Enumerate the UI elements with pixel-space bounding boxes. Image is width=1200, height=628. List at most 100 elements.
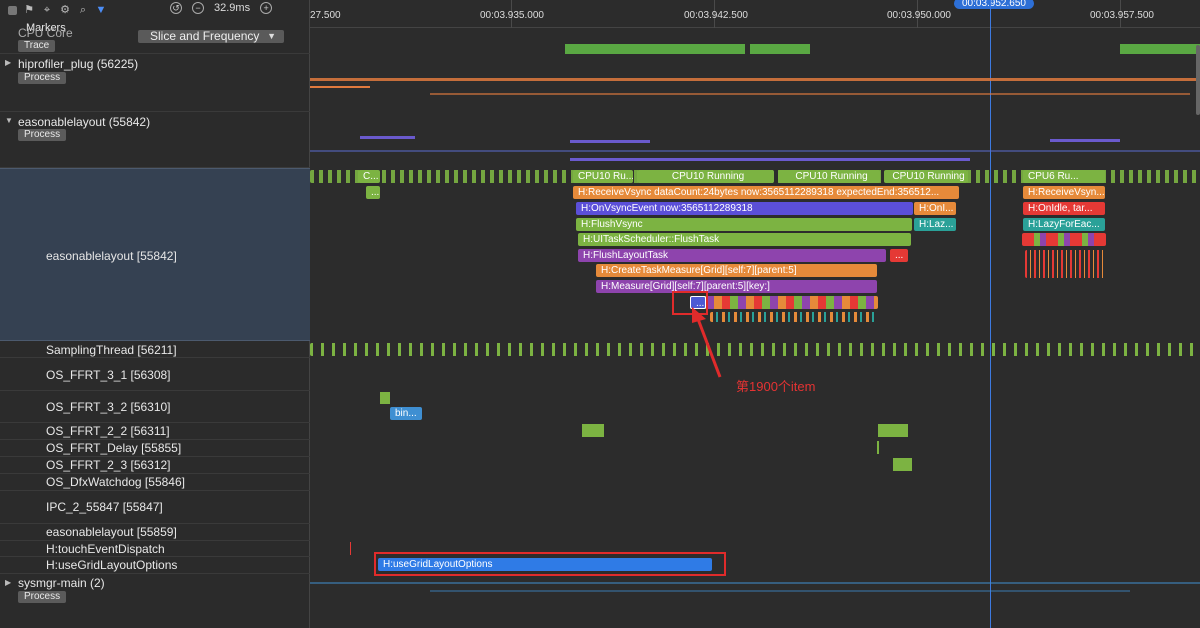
trace-tag: Trace xyxy=(18,40,56,52)
cursor-time-label[interactable]: 00:03.952.650 xyxy=(954,0,1034,9)
process-activity-bar[interactable] xyxy=(430,93,1190,95)
stop-square-icon[interactable] xyxy=(8,5,17,15)
cpu-slice[interactable] xyxy=(565,44,745,54)
item-child-slices[interactable] xyxy=(710,312,878,322)
process-name: sysmgr-main (2) xyxy=(18,576,105,590)
process-row-hiprofiler[interactable]: ▶ hiprofiler_plug (56225) Process xyxy=(0,54,310,112)
settings-icon[interactable]: ⚙ xyxy=(60,4,70,16)
collapse-arrow-icon[interactable]: ▼ xyxy=(5,116,13,125)
touch-event-slice[interactable] xyxy=(350,542,351,555)
ui-task-slice[interactable]: H:UITaskScheduler::FlushTask xyxy=(578,233,911,246)
zoom-control: ↺ − 32.9ms + xyxy=(170,2,273,14)
toolbar: ⚑ ⌖ ⚙ ⌕ ▼ xyxy=(0,0,310,20)
use-grid-layout-slice[interactable]: H:useGridLayoutOptions xyxy=(378,558,712,571)
thread-slice[interactable] xyxy=(893,458,912,471)
marker-icon[interactable]: ⌖ xyxy=(43,4,51,16)
cpu-running-slice[interactable]: CPU10 Running xyxy=(778,170,880,183)
filter-icon[interactable]: ▼ xyxy=(95,4,107,16)
thread-row[interactable]: SamplingThread [56211] xyxy=(0,341,310,358)
thread-row[interactable]: OS_FFRT_2_2 [56311] xyxy=(0,423,310,440)
thread-name: OS_DfxWatchdog [55846] xyxy=(46,475,185,489)
process-activity-bar[interactable] xyxy=(310,582,1200,584)
tick-label: 00:03.935.000 xyxy=(480,10,544,21)
process-row-sysmgr[interactable]: ▶ sysmgr-main (2) Process xyxy=(0,574,310,628)
flush-layout-slice[interactable]: H:FlushLayoutTask xyxy=(578,249,886,262)
bin-slice[interactable]: bin... xyxy=(390,407,422,420)
zoom-out-icon[interactable]: − xyxy=(192,2,204,14)
process-name: easonablelayout (55842) xyxy=(18,115,151,129)
zoom-reset-icon[interactable]: ↺ xyxy=(170,2,182,14)
process-activity-bar[interactable] xyxy=(310,78,1200,81)
search-icon[interactable]: ⌕ xyxy=(79,4,87,16)
lazy-slice[interactable]: H:Laz... xyxy=(914,218,956,231)
create-task-measure-slice[interactable]: H:CreateTaskMeasure[Grid][self:7][parent… xyxy=(596,264,877,277)
on-idle-slice[interactable]: H:OnIdle, tar... xyxy=(1023,202,1105,215)
cpu-running-slice[interactable]: CPU10 Ru... xyxy=(573,170,633,183)
slice[interactable]: ... xyxy=(890,249,908,262)
thread-list: SamplingThread [56211] OS_FFRT_3_1 [5630… xyxy=(0,341,310,628)
thread-row[interactable]: OS_FFRT_3_2 [56310] xyxy=(0,391,310,423)
cpu-core-label: CPU Core xyxy=(18,26,73,40)
on-idle-slice[interactable]: H:OnI... xyxy=(914,202,956,215)
expand-arrow-icon[interactable]: ▶ xyxy=(5,58,12,67)
thread-name: OS_FFRT_3_1 [56308] xyxy=(46,368,171,382)
timeline-panel[interactable]: 27.500 00:03.935.000 00:03.942.500 00:03… xyxy=(310,0,1200,628)
process-activity-bar[interactable] xyxy=(1050,139,1120,142)
zoom-value: 32.9ms xyxy=(214,2,251,14)
thread-row[interactable]: OS_DfxWatchdog [55846] xyxy=(0,474,310,491)
sampling-thread-slices[interactable] xyxy=(310,343,1200,356)
cpu-mode-dropdown[interactable]: Slice and Frequency ▼ xyxy=(138,30,284,43)
highlight-box-use-grid xyxy=(374,552,726,576)
thread-row[interactable]: OS_FFRT_2_3 [56312] xyxy=(0,457,310,474)
thread-row[interactable]: IPC_2_55847 [55847] xyxy=(0,491,310,524)
vertical-scrollbar[interactable] xyxy=(1196,45,1200,115)
expand-arrow-icon[interactable]: ▶ xyxy=(5,578,12,587)
cpu-core-row[interactable]: Markers CPU Core Trace xyxy=(0,20,310,54)
flag-icon[interactable]: ⚑ xyxy=(24,4,34,16)
slice[interactable]: ... xyxy=(366,186,380,199)
zoom-in-icon[interactable]: + xyxy=(260,2,273,14)
cpu-slice[interactable] xyxy=(750,44,810,54)
chevron-down-icon: ▼ xyxy=(267,31,276,41)
cpu-running-slice[interactable]: CPU6 Ru... xyxy=(1023,170,1105,183)
process-tag: Process xyxy=(18,129,67,141)
time-cursor-line[interactable] xyxy=(990,0,991,628)
process-activity-bar[interactable] xyxy=(310,86,370,88)
thread-slice[interactable] xyxy=(878,424,908,437)
flush-vsync-slice[interactable]: H:FlushVsync xyxy=(576,218,912,231)
item-1900-slice[interactable]: ... xyxy=(690,296,706,309)
cpu-running-slice[interactable]: CPU10 Running xyxy=(884,170,968,183)
process-activity-bar[interactable] xyxy=(430,590,1130,592)
thread-row[interactable]: OS_FFRT_3_1 [56308] xyxy=(0,358,310,391)
cpu-mode-dropdown-value: Slice and Frequency xyxy=(150,29,260,43)
annotation-arrow-icon xyxy=(692,307,722,378)
receive-vsync-slice[interactable]: H:ReceiveVsyn... xyxy=(1023,186,1105,199)
process-activity-bar[interactable] xyxy=(570,140,650,143)
process-activity-bar[interactable] xyxy=(570,158,970,161)
thread-slice[interactable] xyxy=(380,392,390,404)
thread-row[interactable]: easonablelayout [55859] xyxy=(0,524,310,541)
highlight-box-item xyxy=(672,291,708,315)
lazy-child-slices[interactable] xyxy=(1022,233,1106,246)
thread-name: OS_FFRT_Delay [55855] xyxy=(46,441,182,455)
thread-row[interactable]: OS_FFRT_Delay [55855] xyxy=(0,440,310,457)
cpu-running-slice[interactable]: C... xyxy=(358,170,380,183)
thread-row[interactable]: H:touchEventDispatch xyxy=(0,541,310,557)
receive-vsync-slice[interactable]: H:ReceiveVsync dataCount:24bytes now:356… xyxy=(573,186,959,199)
on-vsync-slice[interactable]: H:OnVsyncEvent now:3565112289318 xyxy=(576,202,913,215)
cpu-running-slice[interactable]: CPU10 Running xyxy=(637,170,774,183)
thread-slice[interactable] xyxy=(877,441,879,454)
process-activity-bar[interactable] xyxy=(310,150,1200,152)
item-measure-slices[interactable] xyxy=(690,296,878,309)
time-axis[interactable]: 27.500 00:03.935.000 00:03.942.500 00:03… xyxy=(310,0,1200,28)
process-activity-bar[interactable] xyxy=(360,136,415,139)
cpu-slice[interactable] xyxy=(1120,44,1200,54)
annotation-label: 第1900个item xyxy=(736,379,816,394)
tick-label: 00:03.942.500 xyxy=(684,10,748,21)
thread-slice[interactable] xyxy=(582,424,604,437)
process-row-easonablelayout[interactable]: ▼ easonablelayout (55842) Process xyxy=(0,112,310,168)
measure-slice[interactable]: H:Measure[Grid][self:7][parent:5][key:] xyxy=(596,280,877,293)
lazy-child-slices[interactable] xyxy=(1025,250,1105,278)
lazy-for-each-slice[interactable]: H:LazyForEac... xyxy=(1023,218,1105,231)
thread-row[interactable]: H:useGridLayoutOptions xyxy=(0,557,310,574)
